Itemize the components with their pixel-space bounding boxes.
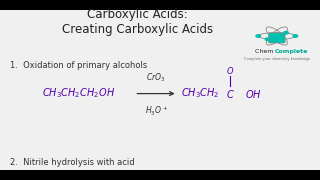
Bar bbox=[0, 170, 320, 180]
Text: Creating Carboxylic Acids: Creating Carboxylic Acids bbox=[62, 22, 213, 35]
Text: Carboxylic Acids:: Carboxylic Acids: bbox=[87, 8, 188, 21]
Circle shape bbox=[284, 31, 288, 34]
Text: $O$: $O$ bbox=[226, 65, 235, 76]
Text: $H_3O^+$: $H_3O^+$ bbox=[145, 105, 168, 118]
Circle shape bbox=[293, 35, 298, 37]
Circle shape bbox=[265, 38, 270, 40]
Text: $OH$: $OH$ bbox=[245, 88, 261, 100]
Text: Complete your chemistry knowledge: Complete your chemistry knowledge bbox=[244, 57, 310, 61]
Bar bbox=[0, 0, 320, 10]
Text: Chem: Chem bbox=[255, 50, 275, 55]
Text: $CH_3CH_2$: $CH_3CH_2$ bbox=[181, 87, 219, 100]
Text: $C$: $C$ bbox=[226, 88, 235, 100]
Text: Complete: Complete bbox=[275, 50, 308, 55]
FancyBboxPatch shape bbox=[268, 33, 285, 43]
Text: 2.  Nitrile hydrolysis with acid: 2. Nitrile hydrolysis with acid bbox=[10, 158, 134, 167]
FancyArrowPatch shape bbox=[137, 92, 173, 96]
Text: 1.  Oxidation of primary alcohols: 1. Oxidation of primary alcohols bbox=[10, 61, 147, 70]
Text: $CH_3CH_2CH_2OH$: $CH_3CH_2CH_2OH$ bbox=[42, 87, 115, 100]
Circle shape bbox=[256, 35, 260, 37]
Text: $CrO_3$: $CrO_3$ bbox=[147, 71, 166, 84]
